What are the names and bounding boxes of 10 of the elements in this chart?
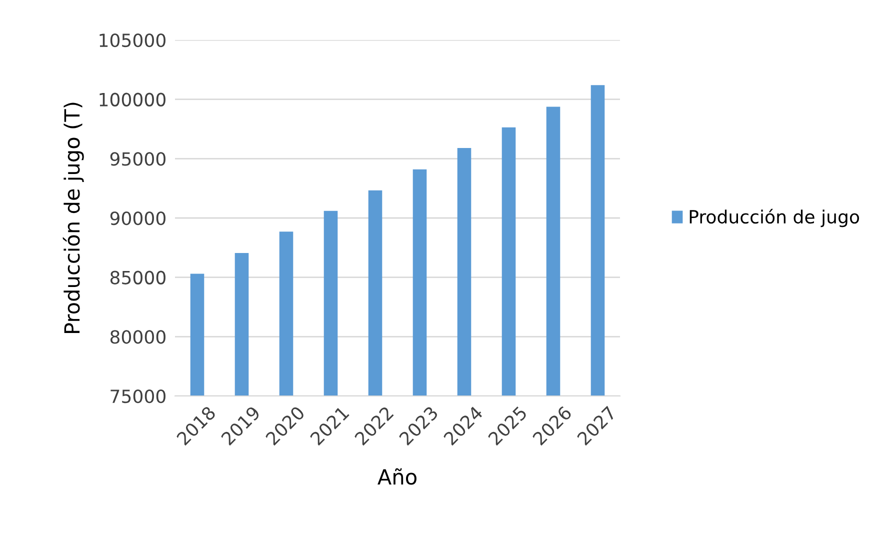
- y-tick-label: 105000: [100, 33, 166, 48]
- y-tick-label: 80000: [110, 330, 166, 344]
- y-tick-label: 95000: [110, 152, 166, 166]
- legend-label: Producción de jugo: [690, 208, 860, 228]
- y-tick-label: 100000: [100, 92, 166, 106]
- x-axis-title: Año: [378, 468, 416, 485]
- y-tick-label: 75000: [110, 389, 166, 404]
- y-tick-label: 85000: [110, 270, 166, 284]
- y-tick-label: 90000: [110, 211, 166, 226]
- y-axis-title: Producción de jugo (T): [62, 102, 84, 333]
